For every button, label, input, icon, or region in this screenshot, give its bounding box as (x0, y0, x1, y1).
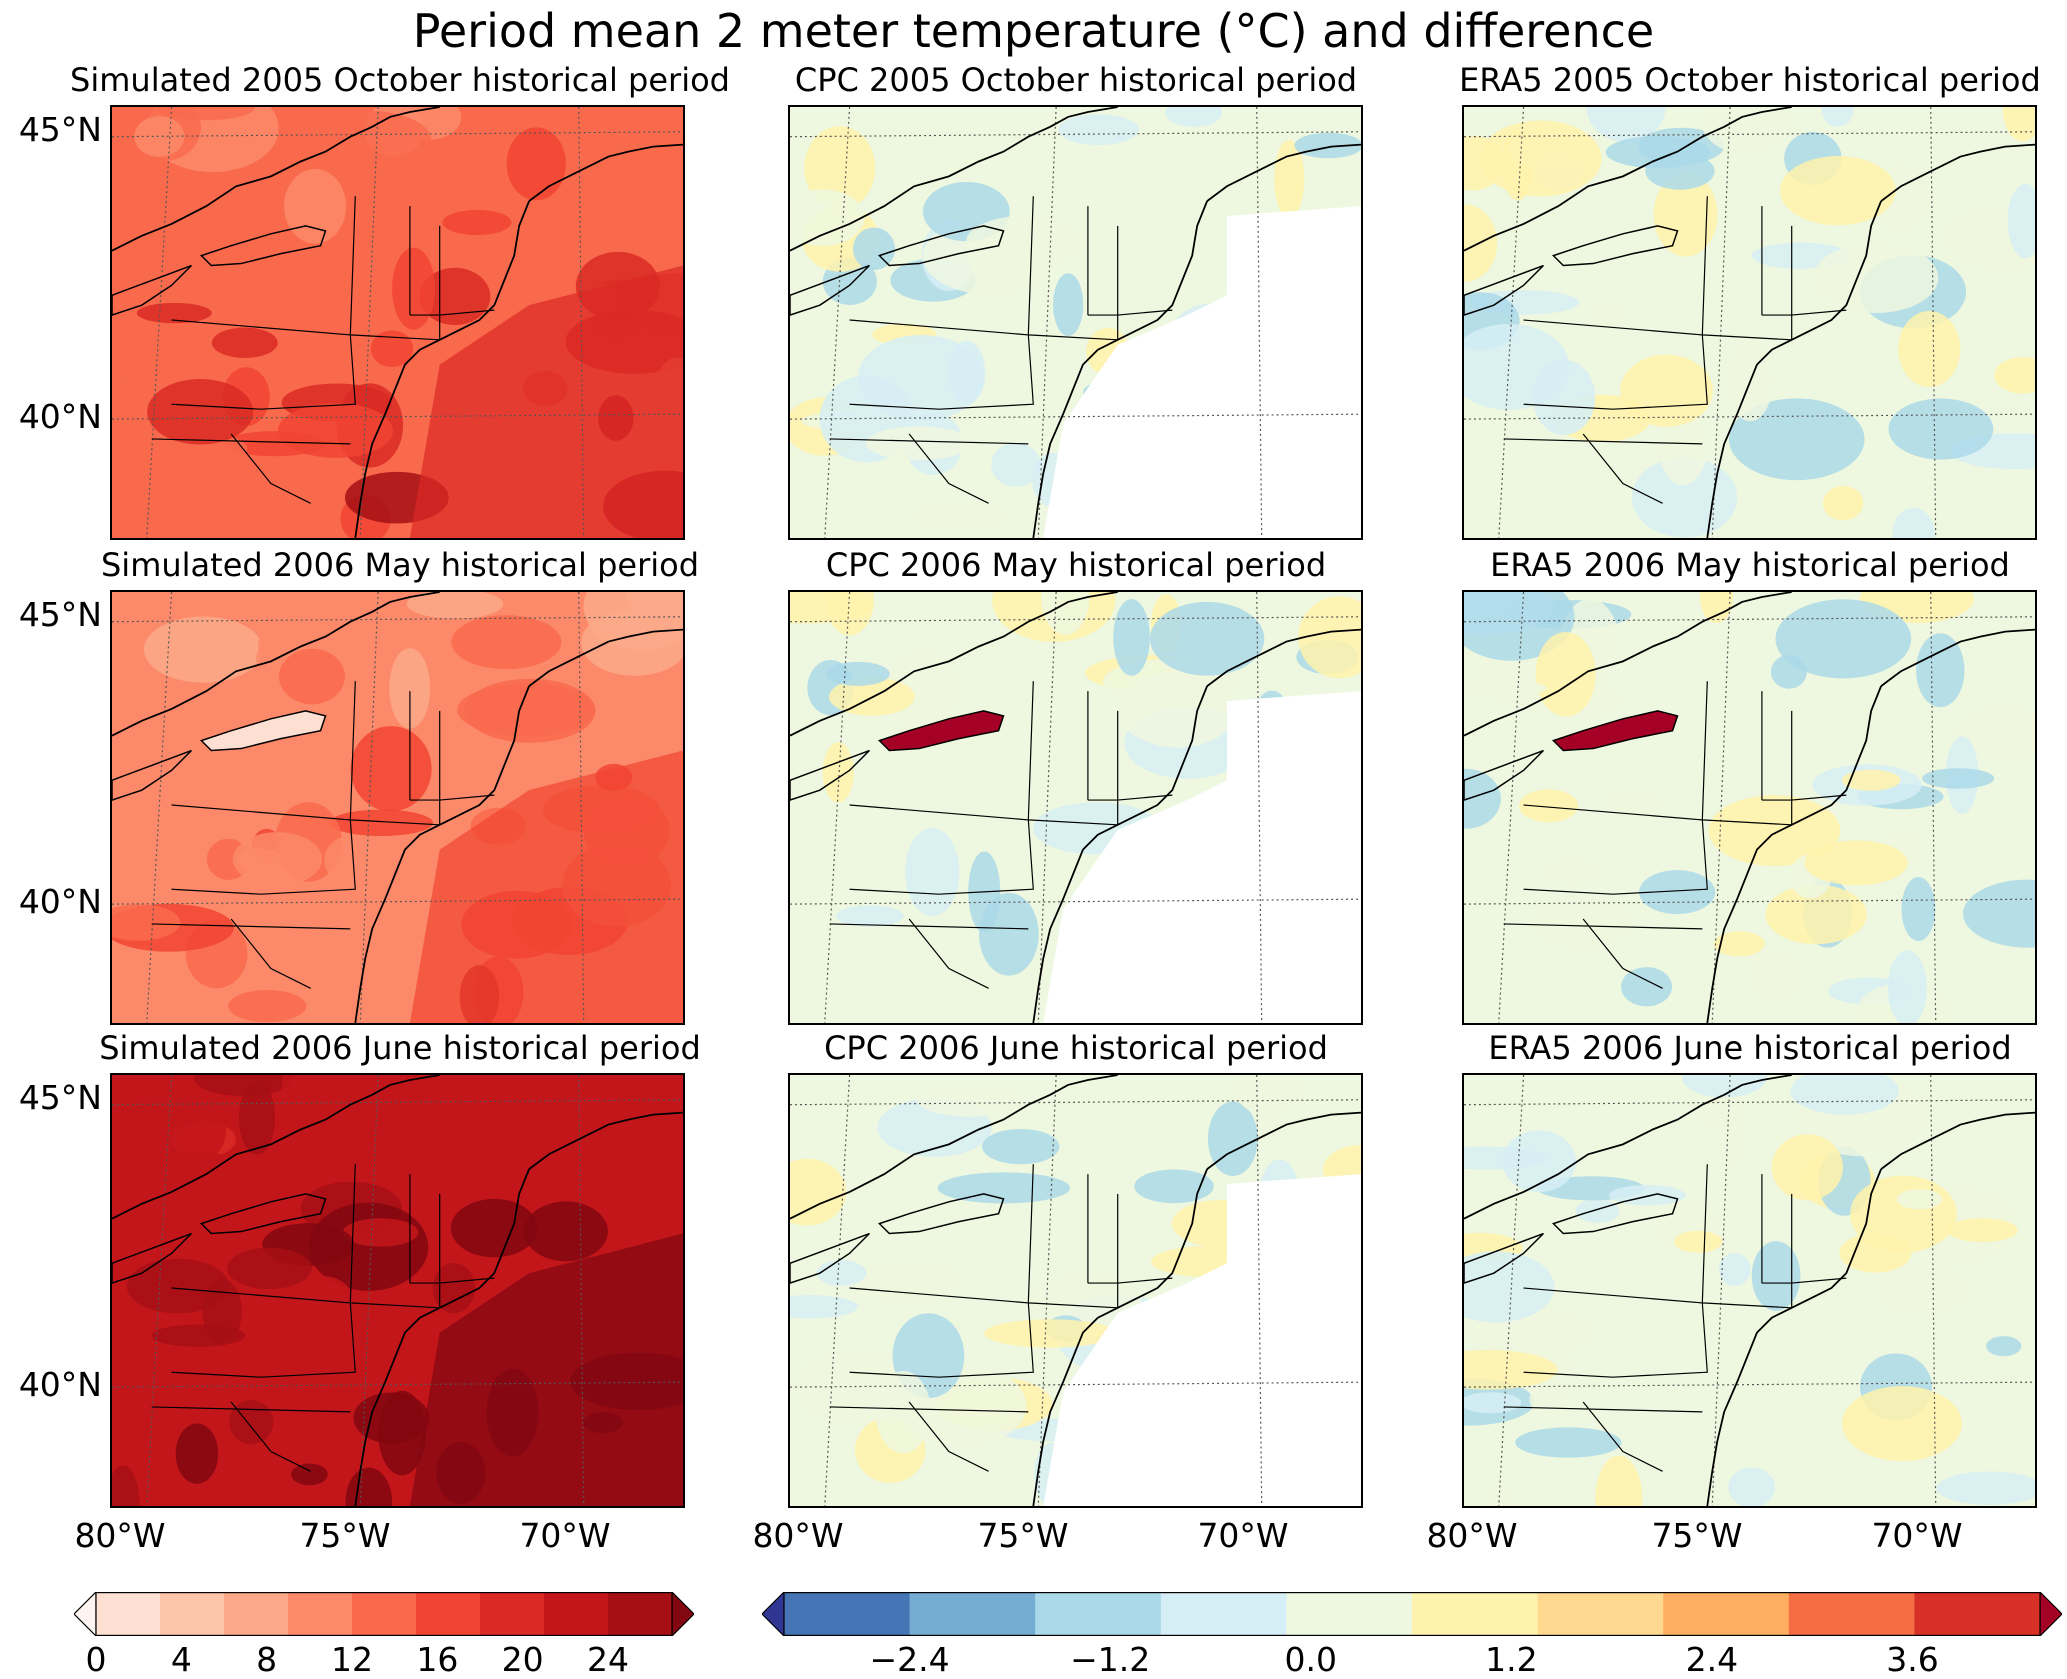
lon-label: 80°W (752, 1516, 844, 1555)
lat-label: 40°N (18, 397, 102, 436)
map-panel (1462, 590, 2037, 1025)
map-panel (788, 105, 1363, 540)
lon-label: 70°W (1197, 1516, 1289, 1555)
panel-title: CPC 2006 May historical period (825, 546, 1327, 584)
colorbar-tick-label: −2.4 (869, 1640, 950, 1679)
lon-label: 80°W (1426, 1516, 1518, 1555)
colorbar-tick-label: 16 (416, 1640, 459, 1679)
colorbar-tick-label: 8 (256, 1640, 278, 1679)
panel-title: ERA5 2006 June historical period (1488, 1029, 2012, 1067)
lon-label: 75°W (299, 1516, 391, 1555)
map-panel (1462, 1073, 2037, 1508)
colorbar-tick-label: 24 (587, 1640, 629, 1679)
panel-title: ERA5 2006 May historical period (1490, 546, 2010, 584)
panel-title: ERA5 2005 October historical period (1459, 61, 2041, 99)
map-panel (1462, 105, 2037, 540)
colorbar-tick-label: 2.4 (1685, 1640, 1739, 1679)
map-panel (110, 105, 685, 540)
panel-title: Simulated 2005 October historical period (70, 61, 730, 99)
map-panel (788, 1073, 1363, 1508)
colorbar-tick-label: 0.0 (1284, 1640, 1337, 1679)
colorbar-tick-label: 20 (501, 1640, 544, 1679)
lon-label: 70°W (1871, 1516, 1963, 1555)
lat-label: 45°N (18, 1078, 102, 1117)
panel-title: CPC 2006 June historical period (824, 1029, 1328, 1067)
colorbar-tick-label: 3.6 (1886, 1640, 1939, 1679)
colorbar-tick-label: 0 (85, 1640, 107, 1679)
lat-label: 45°N (18, 595, 102, 634)
figure-title: Period mean 2 meter temperature (°C) and… (412, 4, 1655, 58)
map-panel (110, 590, 685, 1025)
colorbar-tick-label: −1.2 (1070, 1640, 1151, 1679)
colorbar-tick-label: 12 (331, 1640, 373, 1679)
panel-title: CPC 2005 October historical period (794, 61, 1358, 99)
lat-label: 45°N (18, 110, 102, 149)
panel-title: Simulated 2006 June historical period (99, 1029, 701, 1067)
abs-colorbar (73, 1590, 695, 1640)
map-panel (788, 590, 1363, 1025)
lon-label: 70°W (519, 1516, 611, 1555)
panel-title: Simulated 2006 May historical period (100, 546, 700, 584)
map-panel (110, 1073, 685, 1508)
colorbar-tick-label: 4 (170, 1640, 192, 1679)
lon-label: 75°W (977, 1516, 1069, 1555)
lon-label: 75°W (1651, 1516, 1743, 1555)
colorbar-tick-label: 1.2 (1485, 1640, 1538, 1679)
lat-label: 40°N (18, 882, 102, 921)
diff-colorbar (761, 1590, 2063, 1640)
lat-label: 40°N (18, 1365, 102, 1404)
lon-label: 80°W (74, 1516, 166, 1555)
